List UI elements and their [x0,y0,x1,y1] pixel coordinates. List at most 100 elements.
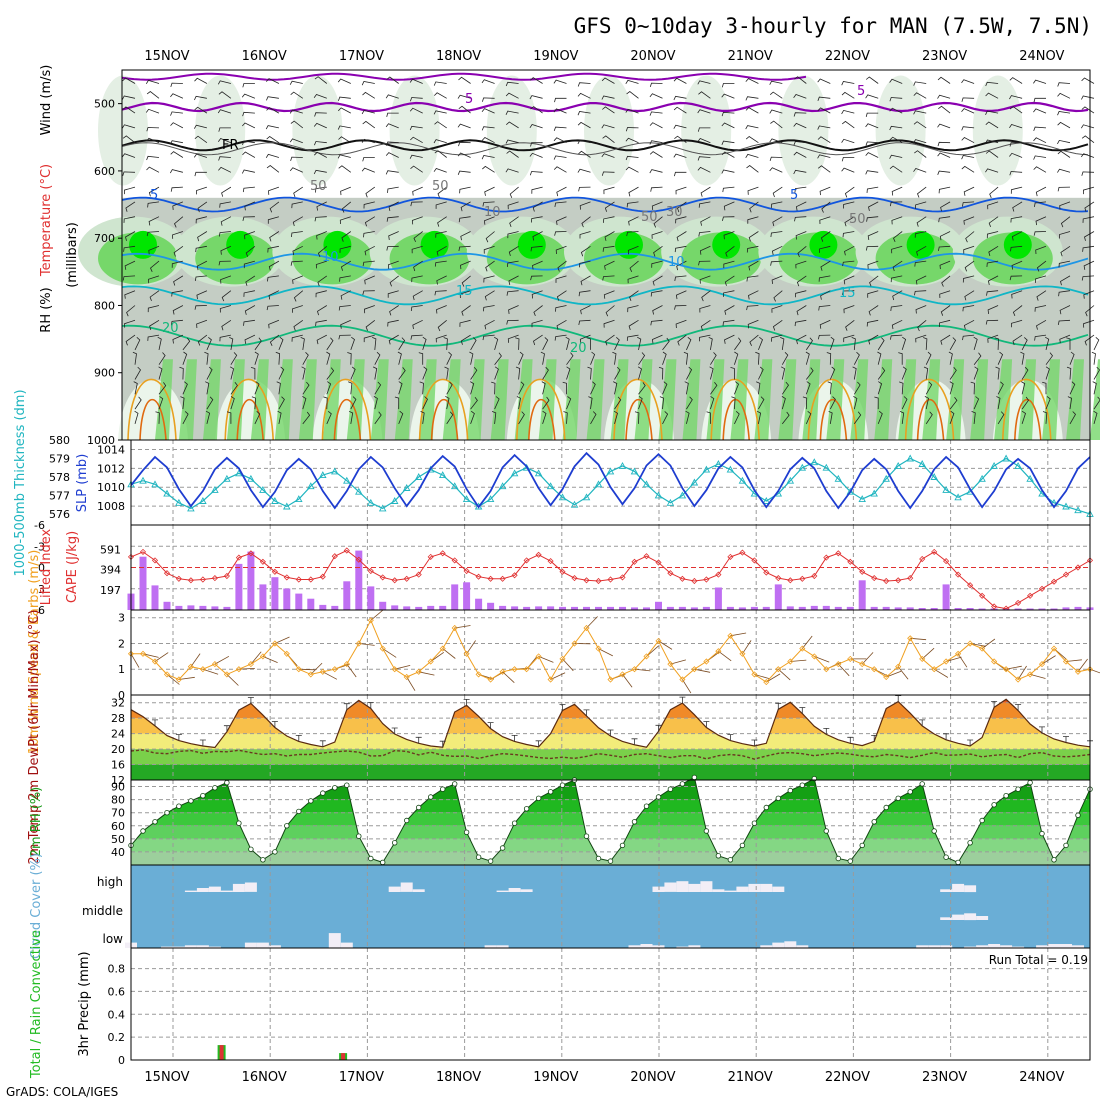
wind-speed-marker [187,663,194,670]
wind-barb [802,396,808,410]
wind-barb [481,126,495,131]
wind-barb [556,186,567,197]
rh-marker [308,798,314,804]
lifted-index-marker [583,577,590,584]
wind-barb [460,260,471,270]
wind-barb [626,231,639,237]
wind-barb [505,92,519,99]
wind-barb [361,138,375,144]
wind-barb [937,141,951,147]
wind-speed-marker [739,650,746,657]
wind-barb [422,396,428,410]
wind-barb [973,352,982,365]
lifted-index-marker [811,572,818,580]
rh-low-shade [202,359,221,440]
wind-barb [481,79,495,84]
wind-barb [446,411,454,425]
wind-barb [841,138,855,144]
wind-barb [865,123,879,129]
wind-speed-marker [1027,671,1034,678]
lifted-index-marker [463,567,470,575]
rh-marker [356,833,362,839]
wind-speed-marker [655,637,662,644]
minmax-bar [487,722,494,729]
wind-barb [385,123,399,129]
wind-barb [289,138,303,144]
wind-barb [556,290,567,301]
contour-label: 15 [456,284,473,299]
wind-barb [700,186,711,197]
wind-barb [886,670,902,678]
wind-barb [533,334,543,346]
wind-barb [921,647,935,660]
wind-barb [275,351,281,365]
wind-barb [949,396,958,410]
thickness-marker [822,463,831,471]
wind-barb [411,245,423,254]
wind-barb [755,351,760,365]
wind-barb [674,305,687,310]
wind-barb [650,319,663,326]
ylabel-precip-total: Total / Rain Convective [29,930,44,1079]
wind-barb [1009,124,1023,129]
wind-barb [443,337,448,350]
thickness-marker [606,467,615,475]
wind-barb [987,275,999,285]
cape-bar [307,598,315,610]
lifted-index-marker [967,582,974,589]
wind-barb [749,334,759,346]
wind-barb [146,137,160,144]
cloud-level-label: high [97,875,123,889]
rh-low-shade [226,359,245,440]
wind-barb [915,201,927,209]
wind-barb [586,616,598,629]
wind-barb [531,216,543,223]
wind-barb [1057,319,1071,325]
wind-barb [985,81,999,87]
ytick-precip: 0.8 [108,963,126,976]
wind-barb [566,352,574,365]
cape-bar [714,587,722,610]
wind-barb [124,290,136,299]
date-label-bottom: 15NOV [144,1070,189,1085]
wind-barb [939,319,951,327]
wind-barb [772,186,783,198]
wind-barb [326,351,331,365]
wind-barb [389,305,399,316]
wind-barb [338,96,351,101]
rh-low-shade [394,359,413,440]
wind-speed-marker [571,640,578,647]
wind-barb [276,381,281,395]
ytick-lifted: -6 [34,519,45,532]
wind-barb [1011,319,1023,328]
thickness-marker [247,474,255,482]
wind-barb [134,366,141,380]
wind-speed-marker [127,650,135,657]
contour-temp-30 [625,398,653,441]
thickness-marker [259,485,267,493]
wind-barb [605,334,615,346]
cloud-bar [952,914,965,920]
wind-barb [267,216,280,224]
wind-speed-marker [151,658,159,665]
wind-barb [698,201,711,208]
rh-marker [428,794,434,800]
rh-marker [691,774,698,781]
wind-barb [913,81,927,86]
wind-speed-marker [787,658,794,665]
rh-marker [883,804,889,811]
date-label-bottom: 16NOV [242,1070,287,1085]
thickness-marker [918,460,926,467]
wind-speed-marker [367,617,374,624]
wind-barb [590,351,596,365]
thickness-marker [498,482,507,490]
wind-speed-marker [1015,676,1022,683]
cape-bar [774,584,782,610]
wind-barb [229,366,235,380]
wind-barb [842,260,855,267]
wind-barb [146,155,160,161]
wind-speed-marker [199,666,206,673]
wind-barb [437,216,447,227]
wind-barb [469,351,474,365]
